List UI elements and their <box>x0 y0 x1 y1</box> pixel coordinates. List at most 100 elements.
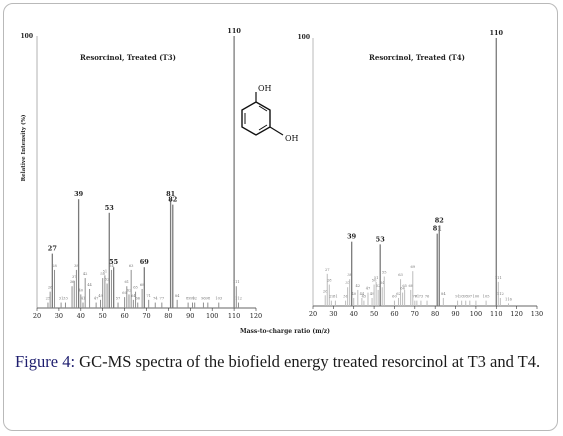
figure-caption: Figure 4: GC-MS spectra of the biofield … <box>15 351 550 372</box>
x-tick-label-t3-100: 100 <box>206 312 218 320</box>
peak-label-t3-mz-81: 81 <box>166 190 175 198</box>
x-tick-label-t3-110: 110 <box>228 312 240 320</box>
peak-label-t4-mz-47: 47 <box>366 287 371 291</box>
ring-double-bond-1 <box>258 105 268 112</box>
peak-label-t4-mz-82: 82 <box>435 217 444 225</box>
oh-label-top: OH <box>258 84 272 93</box>
peak-label-t3-mz-111: 111 <box>233 280 240 284</box>
y-axis-label: Relative Intensity (%) <box>20 114 27 181</box>
caption-text: GC-MS spectra of the biofield energy tre… <box>75 352 541 371</box>
peak-label-t4-mz-31: 31 <box>333 295 338 299</box>
peak-label-t4-mz-50: 50 <box>372 279 377 283</box>
peak-label-t3-mz-65: 65 <box>133 286 138 290</box>
peak-label-t4-mz-38: 38 <box>347 273 352 277</box>
peak-label-t3-mz-47: 47 <box>94 297 99 301</box>
peak-label-t3-mz-52: 52 <box>105 278 110 282</box>
peak-label-t3-mz-36: 36 <box>70 280 75 284</box>
peak-label-t4-mz-65: 65 <box>402 284 407 288</box>
peak-label-t3-mz-82: 82 <box>168 196 177 204</box>
figure-label: Figure 4: <box>15 352 76 371</box>
oh-bond-bottom <box>269 126 284 136</box>
peak-label-t4-mz-37: 37 <box>345 281 350 285</box>
x-tick-label-t3-90: 90 <box>186 312 194 320</box>
peak-label-t4-mz-29: 29 <box>329 295 334 299</box>
peak-label-t4-mz-28: 28 <box>327 279 332 283</box>
peak-label-t3-mz-96: 96 <box>201 297 206 301</box>
peak-label-t3-mz-63: 63 <box>129 264 134 268</box>
peak-label-t3-mz-27: 27 <box>48 245 57 253</box>
peak-label-t3-mz-44: 44 <box>87 283 92 287</box>
peak-label-t4-mz-71: 71 <box>415 295 420 299</box>
peak-label-t4-mz-73: 73 <box>419 295 424 299</box>
benzene-ring <box>241 101 271 136</box>
x-tick-label-t3-50: 50 <box>99 312 107 320</box>
peak-label-t3-mz-54: 54 <box>109 264 114 268</box>
peak-label-t4-mz-91: 91 <box>455 295 460 299</box>
peak-label-t3-mz-31: 31 <box>59 297 64 301</box>
peak-label-t4-mz-45: 45 <box>362 295 367 299</box>
chart-t3-ytick-top: 100 <box>20 33 33 40</box>
x-tick-label-t4-120: 120 <box>510 310 522 318</box>
peak-label-t3-mz-92: 92 <box>192 297 197 301</box>
x-tick-label-t3-120: 120 <box>250 312 262 320</box>
peak-label-t4-mz-64: 64 <box>400 287 405 291</box>
peak-label-t3-mz-112: 112 <box>235 297 242 301</box>
peak-label-t4-mz-60: 60 <box>392 295 397 299</box>
peak-label-t4-mz-55: 55 <box>382 271 387 275</box>
peak-label-t3-mz-53: 53 <box>105 204 115 212</box>
chart-t4: Resorcinol, Treated (T4) 100 26 27 28 29 31 3… <box>297 29 543 318</box>
oh-label-bottom: OH <box>285 134 299 143</box>
x-tick-label-t4-110: 110 <box>490 310 502 318</box>
gcms-figure: Resorcinol, Treated (T3) 100 Relative In… <box>20 27 543 335</box>
x-tick-label-t4-50: 50 <box>370 310 378 318</box>
peak-label-t3-mz-62: 62 <box>127 288 132 292</box>
peak-label-t3-mz-77: 77 <box>160 297 165 301</box>
peak-label-t3-mz-69: 69 <box>140 258 150 266</box>
peak-label-t4-mz-112: 112 <box>497 292 504 296</box>
peak-label-t4-mz-97: 97 <box>468 295 473 299</box>
x-tick-label-t3-30: 30 <box>55 312 63 320</box>
peak-label-t3-mz-25: 25 <box>46 297 51 301</box>
peak-label-t3-mz-38: 38 <box>74 264 79 268</box>
chart-t4-title: Resorcinol, Treated (T4) <box>369 53 465 62</box>
peak-label-t3-mz-55: 55 <box>109 258 119 266</box>
peak-label-t3-mz-40: 40 <box>79 288 84 292</box>
x-tick-label-t3-20: 20 <box>33 312 41 320</box>
x-axis-label: Mass-to-charge ratio (m/z) <box>240 328 330 335</box>
peak-label-t4-mz-52: 52 <box>376 284 381 288</box>
x-tick-label-t4-90: 90 <box>451 310 459 318</box>
peak-label-t4-mz-51: 51 <box>374 276 379 280</box>
peak-label-t4-mz-63: 63 <box>398 273 403 277</box>
figure-frame <box>3 3 558 431</box>
x-tick-label-t3-60: 60 <box>120 312 128 320</box>
peak-label-t4-mz-40: 40 <box>351 292 356 296</box>
peak-label-t3-mz-28: 28 <box>52 264 57 268</box>
peak-label-t3-mz-64: 64 <box>131 294 136 298</box>
peak-label-t3-mz-103: 103 <box>215 297 223 301</box>
peak-label-t3-mz-41: 41 <box>81 297 86 301</box>
peak-label-t4-mz-26: 26 <box>323 289 328 293</box>
peak-label-t3-mz-89: 89 <box>186 297 191 301</box>
peak-label-t4-mz-53: 53 <box>376 235 386 243</box>
peak-label-t4-mz-105: 105 <box>483 295 491 299</box>
x-tick-label-t4-70: 70 <box>411 310 419 318</box>
peak-label-t3-mz-91: 91 <box>190 297 195 301</box>
chart-t3-title: Resorcinol, Treated (T3) <box>80 53 176 62</box>
peak-label-t4-mz-36: 36 <box>343 295 348 299</box>
peak-label-t4-mz-62: 62 <box>396 292 401 296</box>
x-tick-label-t3-40: 40 <box>77 312 85 320</box>
chart-t4-ytick-top: 100 <box>297 34 310 41</box>
peak-label-t3-mz-71: 71 <box>146 294 151 298</box>
peak-label-t4-mz-81: 81 <box>433 225 442 233</box>
x-tick-label-t4-60: 60 <box>390 310 398 318</box>
x-tick-label-t4-30: 30 <box>329 310 337 318</box>
peak-label-t4-mz-54: 54 <box>380 281 385 285</box>
chart-t3: Resorcinol, Treated (T3) 100 Relative In… <box>20 27 262 320</box>
peak-label-t4-mz-49: 49 <box>370 292 375 296</box>
resorcinol-structure: OH OH <box>241 84 299 143</box>
peak-label-t3-mz-57: 57 <box>116 297 121 301</box>
peak-label-t3-mz-49: 49 <box>98 294 103 298</box>
peak-label-t3-mz-33: 33 <box>63 297 68 301</box>
x-tick-label-t3-70: 70 <box>142 312 150 320</box>
peak-label-t4-mz-39: 39 <box>347 233 357 241</box>
